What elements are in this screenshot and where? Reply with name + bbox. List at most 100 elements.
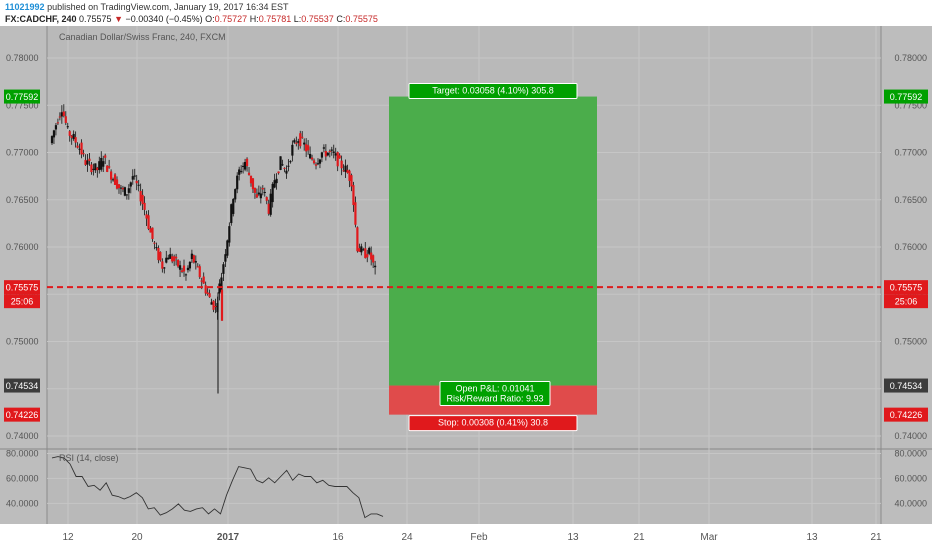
candle-body <box>354 202 357 225</box>
candle-body <box>352 185 355 206</box>
candle-body <box>68 131 71 136</box>
candle-body <box>297 141 300 143</box>
candle-body <box>344 165 347 172</box>
candle-body <box>320 152 324 158</box>
candle-body <box>372 255 375 263</box>
candle-body <box>64 116 67 123</box>
candle-body <box>342 170 345 172</box>
ohlc-line: FX:CADCHF, 240 0.75575 ▼ −0.00340 (−0.45… <box>5 13 378 25</box>
price-tag-left <box>4 378 40 393</box>
candle-body <box>322 147 325 149</box>
candle-body <box>336 152 339 167</box>
candle-body <box>242 165 245 167</box>
candle-body <box>106 165 109 172</box>
candle-body <box>230 204 233 224</box>
candle-body <box>222 264 225 274</box>
candle-body <box>90 164 93 173</box>
candle-body <box>125 194 128 196</box>
candle-body <box>127 188 130 193</box>
candle-body <box>212 300 215 310</box>
candle-body <box>261 188 264 190</box>
down-arrow-icon: ▼ <box>114 14 124 24</box>
price-tag-left-text: 0.74226 <box>6 410 39 420</box>
candle-body <box>145 214 148 219</box>
candle-body <box>356 227 359 252</box>
candle-body <box>78 148 81 150</box>
candle-body <box>350 175 353 187</box>
y-tick-left: 0.76000 <box>6 242 39 252</box>
candle-body <box>149 228 152 233</box>
close-value: 0.75575 <box>345 14 378 24</box>
candle-body <box>340 160 343 169</box>
y-tick-right: 0.75000 <box>894 337 927 347</box>
indicator-tick-right: 60.0000 <box>894 473 927 483</box>
x-tick-label: Mar <box>700 532 718 543</box>
candle-body <box>98 161 101 171</box>
candle-body <box>301 136 304 138</box>
candle-body <box>247 172 251 176</box>
x-tick-label: 24 <box>401 532 413 543</box>
candle-body <box>96 167 99 171</box>
candle-body <box>316 163 320 165</box>
candle-body <box>163 267 166 269</box>
candle-body <box>275 178 278 184</box>
candle-body <box>175 256 178 259</box>
candle-body <box>180 270 184 272</box>
candle-body <box>245 158 249 167</box>
candle-body <box>332 151 335 153</box>
stop-label-box <box>408 415 578 432</box>
y-tick-left: 0.77000 <box>6 148 39 158</box>
candle-body <box>54 125 58 130</box>
candle-body <box>368 247 371 254</box>
candle-body <box>224 254 227 262</box>
candle-body <box>228 226 231 243</box>
candle-body <box>82 153 85 155</box>
y-tick-right: 0.78000 <box>894 53 927 63</box>
y-tick-right: 0.74000 <box>894 431 927 441</box>
chart-header: 11021992 published on TradingView.com, J… <box>0 0 932 26</box>
candle-body <box>348 170 351 181</box>
y-tick-left: 0.78000 <box>6 53 39 63</box>
price-tag-right <box>884 89 928 104</box>
candle-body <box>192 255 195 263</box>
candle-body <box>208 293 211 298</box>
candle-body <box>370 252 373 260</box>
target-zone[interactable] <box>389 96 597 386</box>
price-tag-right-text: 0.74226 <box>890 410 923 420</box>
candle-body <box>173 256 176 262</box>
open-value: 0.75727 <box>214 14 248 24</box>
countdown-left-text: 25:06 <box>11 297 34 307</box>
candle-body <box>167 257 170 260</box>
candle-body <box>267 203 270 214</box>
candle-body <box>80 142 83 155</box>
candle-body <box>113 174 117 185</box>
candle-body <box>364 248 367 259</box>
x-tick-label: 16 <box>332 532 344 543</box>
candle-body <box>111 179 115 181</box>
candle-body <box>182 265 186 272</box>
user-id[interactable]: 11021992 <box>5 2 45 12</box>
price-chart[interactable]: 0.78000 0.78000 0.77500 0.77500 0.77000 0.770… <box>0 26 932 550</box>
price-tag-right-text: 0.75575 <box>890 283 923 293</box>
last-price: 0.75575 <box>79 14 112 24</box>
stop-label-text: Stop: 0.00308 (0.41%) 30.8 <box>438 418 548 428</box>
candle-body <box>249 175 253 184</box>
candle-body <box>108 166 111 168</box>
price-tag-left-text: 0.77592 <box>6 92 39 102</box>
candle-body <box>243 161 247 170</box>
candle-body <box>279 156 282 170</box>
candle-body <box>255 194 259 198</box>
indicator-tick-left: 40.0000 <box>6 498 39 508</box>
candle-body <box>196 266 199 268</box>
candle-body <box>324 150 327 157</box>
indicator-tick-right: 40.0000 <box>894 498 927 508</box>
candle-body <box>360 246 363 253</box>
candle-body <box>102 161 105 167</box>
symbol-label: FX:CADCHF, 240 <box>5 14 77 24</box>
publish-line: 11021992 published on TradingView.com, J… <box>5 1 289 13</box>
candle-body <box>273 180 276 188</box>
candle-body <box>346 169 349 173</box>
candle-body <box>251 178 255 190</box>
candle-body <box>104 155 107 158</box>
candle-body <box>92 168 95 170</box>
